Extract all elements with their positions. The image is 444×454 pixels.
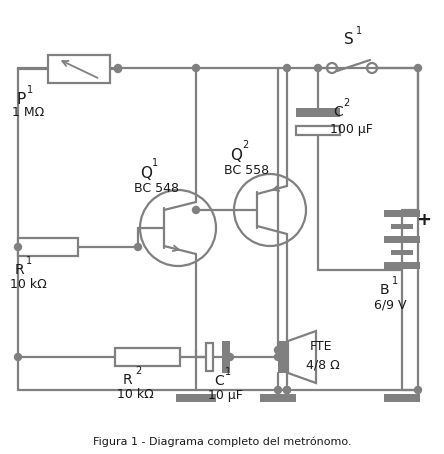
- Text: C: C: [214, 374, 224, 388]
- Text: BC 548: BC 548: [134, 182, 179, 194]
- Bar: [384, 394, 420, 402]
- Circle shape: [284, 64, 290, 71]
- Text: Figura 1 - Diagrama completo del metrónomo.: Figura 1 - Diagrama completo del metróno…: [93, 437, 351, 447]
- Bar: [278, 341, 288, 373]
- Circle shape: [226, 354, 234, 360]
- Text: P: P: [16, 92, 25, 107]
- Text: 10 kΩ: 10 kΩ: [117, 388, 154, 400]
- Text: 10 μF: 10 μF: [208, 389, 243, 401]
- Text: S: S: [344, 33, 354, 48]
- Bar: [296, 108, 340, 117]
- Text: 1: 1: [356, 26, 362, 36]
- Circle shape: [115, 64, 122, 71]
- Text: 1 MΩ: 1 MΩ: [12, 107, 44, 119]
- Text: 1: 1: [152, 158, 158, 168]
- Circle shape: [284, 386, 290, 394]
- Text: FTE: FTE: [310, 340, 333, 354]
- Text: BC 558: BC 558: [224, 163, 269, 177]
- Polygon shape: [288, 331, 316, 383]
- Circle shape: [15, 243, 21, 251]
- Text: 1: 1: [225, 367, 231, 377]
- Bar: [48, 55, 110, 83]
- Bar: [384, 236, 420, 243]
- Circle shape: [274, 354, 281, 360]
- Text: Q: Q: [140, 166, 152, 181]
- Text: 1: 1: [26, 256, 32, 266]
- Text: 2: 2: [242, 140, 248, 150]
- Text: B: B: [380, 283, 390, 297]
- Text: +: +: [416, 211, 431, 229]
- Bar: [384, 210, 420, 217]
- Text: 4/8 Ω: 4/8 Ω: [306, 359, 340, 371]
- Circle shape: [284, 386, 290, 394]
- Text: 6/9 V: 6/9 V: [374, 298, 407, 311]
- Bar: [115, 348, 180, 366]
- Text: C: C: [333, 105, 343, 119]
- Text: Q: Q: [230, 148, 242, 163]
- Circle shape: [115, 65, 122, 73]
- Circle shape: [193, 64, 199, 71]
- Text: 2: 2: [135, 366, 141, 376]
- Circle shape: [314, 64, 321, 71]
- Circle shape: [15, 354, 21, 360]
- Text: R: R: [15, 263, 24, 277]
- Circle shape: [274, 386, 281, 394]
- Bar: [206, 343, 213, 371]
- Bar: [18, 238, 78, 256]
- Circle shape: [415, 64, 421, 71]
- Text: R: R: [123, 373, 133, 387]
- Text: 1: 1: [27, 85, 33, 95]
- Bar: [391, 250, 413, 255]
- Bar: [391, 224, 413, 229]
- Text: 1: 1: [392, 276, 398, 286]
- Text: 2: 2: [343, 98, 349, 108]
- Bar: [176, 394, 216, 402]
- Text: 100 μF: 100 μF: [330, 123, 373, 137]
- Bar: [260, 394, 296, 402]
- Circle shape: [274, 346, 281, 354]
- Bar: [176, 394, 216, 402]
- Circle shape: [193, 207, 199, 213]
- Circle shape: [415, 386, 421, 394]
- Bar: [222, 341, 230, 373]
- Bar: [296, 126, 340, 135]
- Text: 10 kΩ: 10 kΩ: [10, 277, 47, 291]
- Bar: [384, 262, 420, 269]
- Circle shape: [135, 243, 142, 251]
